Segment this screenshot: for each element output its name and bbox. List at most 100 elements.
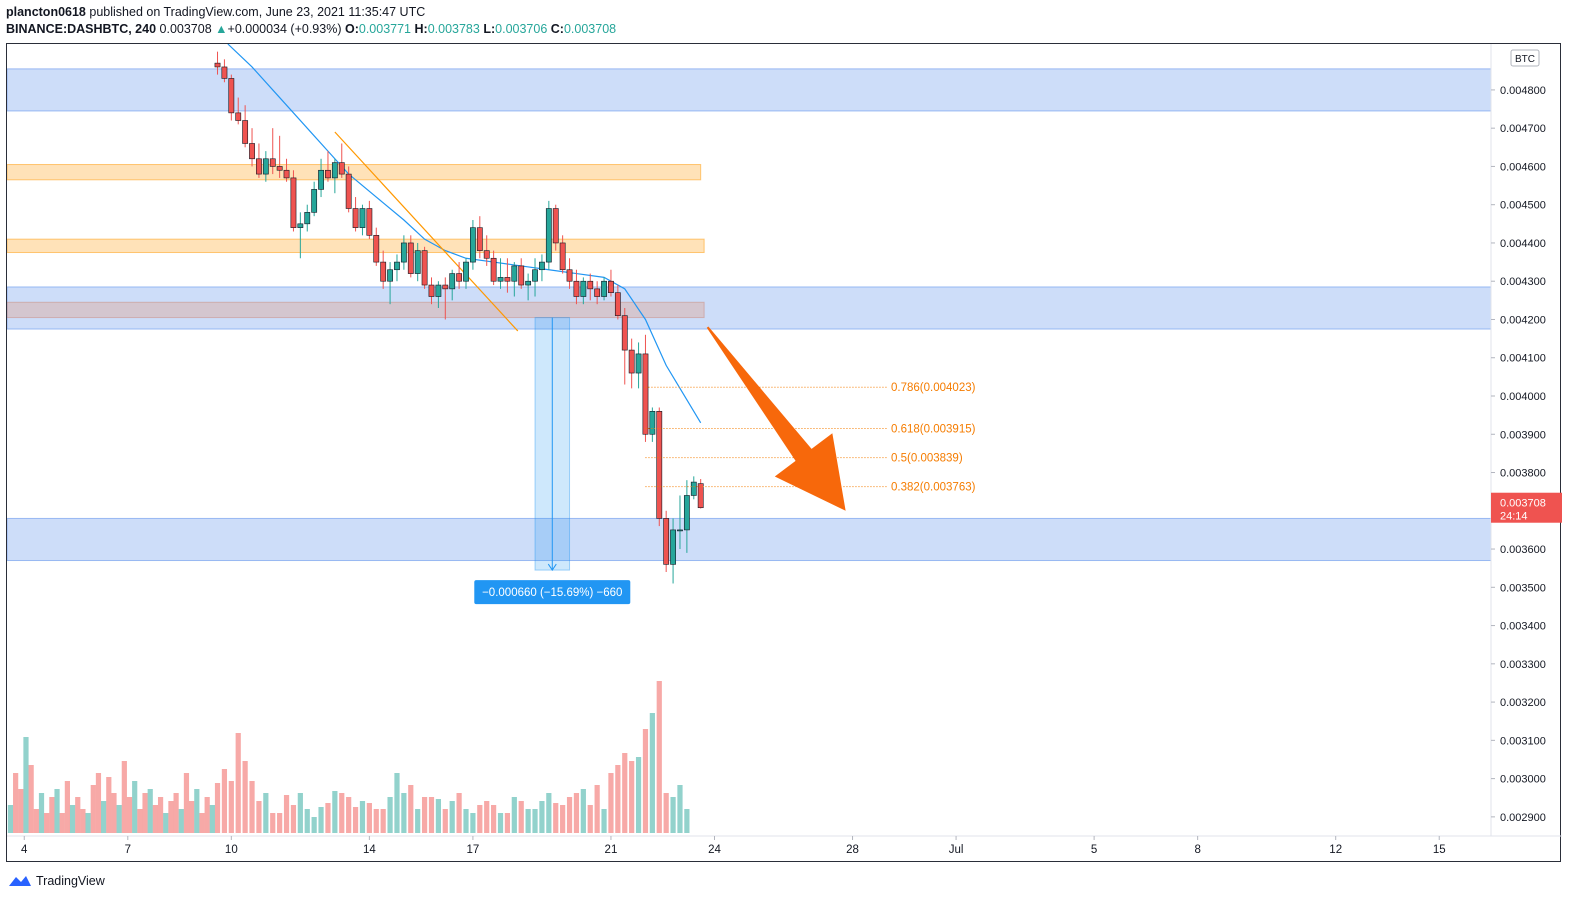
- candle-body: [380, 261, 387, 282]
- candle-body: [318, 169, 324, 190]
- candle-body: [221, 66, 228, 79]
- candle-body: [400, 242, 407, 263]
- time-tick-label: 12: [1329, 844, 1342, 856]
- volume-bar: [677, 785, 683, 833]
- tradingview-brand[interactable]: TradingView: [8, 874, 105, 888]
- volume-bar: [504, 813, 511, 833]
- candle-body: [573, 280, 580, 297]
- candle-body: [325, 169, 331, 179]
- volume-bar: [49, 797, 55, 833]
- candle-body: [614, 292, 621, 316]
- chart-frame[interactable]: −0.000660 (−15.69%) −660 0.786(0.004023) 0…: [6, 43, 1562, 863]
- candle-body: [504, 277, 511, 282]
- candle-body: [642, 353, 649, 435]
- volume-bar: [339, 793, 345, 833]
- volume-bar: [13, 773, 19, 833]
- zone-support-4: [7, 517, 1492, 562]
- candle-body: [683, 495, 690, 531]
- candle-body: [283, 169, 290, 179]
- low-value: 0.003706: [495, 22, 548, 36]
- volume-bar: [147, 789, 153, 833]
- volume-bar: [518, 801, 524, 833]
- price-chart[interactable]: −0.000660 (−15.69%) −660 0.786(0.004023) 0…: [7, 44, 1562, 863]
- currency-label: BTC: [1515, 54, 1535, 65]
- candle-body: [366, 208, 373, 236]
- volume-bar: [511, 797, 517, 833]
- time-tick-label: Jul: [949, 844, 964, 856]
- candle-body: [235, 112, 242, 121]
- high-value: 0.003783: [427, 22, 480, 36]
- volume-bar: [189, 801, 195, 833]
- volume-bar: [497, 813, 504, 833]
- candle-body: [256, 158, 262, 175]
- volume-bar: [663, 793, 669, 833]
- volume-bar: [249, 781, 255, 833]
- last-price: 0.003708: [159, 22, 212, 36]
- time-tick-label: 10: [225, 844, 238, 856]
- price-tick-label: 0.004800: [1500, 85, 1546, 97]
- published-text: published on TradingView.com, June 23, 2…: [89, 5, 426, 19]
- measure-label-bg: [474, 580, 631, 605]
- volume-bar: [332, 791, 338, 833]
- price-tick-label: 0.003000: [1500, 774, 1546, 786]
- candle-body: [497, 277, 504, 282]
- price-tick-label: 0.003800: [1500, 468, 1546, 480]
- price-tick-label: 0.004300: [1500, 276, 1546, 288]
- price-tick-label: 0.004200: [1500, 314, 1546, 326]
- volume-bar: [283, 795, 290, 833]
- time-tick-label: 21: [605, 844, 618, 856]
- candle-body: [290, 177, 297, 228]
- candle-body: [338, 162, 345, 175]
- price-tick-label: 0.004500: [1500, 200, 1546, 212]
- candle-body: [331, 162, 338, 179]
- candle-body: [552, 208, 559, 244]
- volume-bar: [270, 813, 276, 833]
- candle-body: [628, 349, 635, 374]
- volume-bar: [642, 729, 649, 833]
- volume-bar: [95, 773, 102, 833]
- price-tick-label: 0.003400: [1500, 621, 1546, 633]
- volume-bar: [54, 789, 60, 833]
- volume-bar: [670, 797, 676, 833]
- open-label: O:: [344, 22, 359, 36]
- candle-body: [490, 257, 497, 282]
- candle-body: [269, 158, 276, 167]
- last-price-tag: [1491, 492, 1562, 523]
- volume-bar: [157, 797, 164, 833]
- volume-bar: [183, 773, 190, 833]
- time-tick-label: 7: [125, 844, 131, 856]
- volume-bar: [456, 793, 462, 833]
- high-label: H:: [414, 22, 428, 36]
- candle-body: [407, 242, 414, 274]
- candle-body: [249, 143, 255, 160]
- price-tick-label: 0.003500: [1500, 582, 1546, 594]
- volume-bar: [629, 761, 635, 833]
- publisher-name[interactable]: plancton0618: [6, 5, 86, 19]
- volume-bar: [525, 809, 531, 833]
- volume-bar: [228, 781, 234, 833]
- candle-body: [594, 288, 601, 297]
- volume-bar: [204, 797, 210, 833]
- candle-body: [545, 208, 552, 263]
- zone-overlap: [7, 301, 705, 319]
- fib-level-label: 0.786(0.004023): [891, 382, 976, 394]
- last-price-label: 0.003708: [1500, 498, 1546, 510]
- volume-bar: [560, 805, 566, 833]
- candle-body: [428, 284, 435, 297]
- volume-bar: [656, 681, 662, 833]
- volume-bar: [622, 753, 628, 833]
- candle-body: [345, 173, 352, 209]
- volume-bar: [256, 801, 262, 833]
- brand-label: TradingView: [36, 874, 105, 888]
- candle-body: [601, 280, 607, 297]
- candle-body: [449, 273, 456, 290]
- volume-bar: [290, 805, 297, 833]
- volume-bar: [318, 807, 324, 833]
- measure-arrow-icon: [547, 563, 557, 571]
- candle-body: [649, 411, 656, 435]
- volume-bar: [359, 801, 366, 833]
- volume-bar: [394, 773, 400, 833]
- candle-body: [463, 261, 469, 282]
- volume-bar: [442, 809, 448, 833]
- volume-bar: [539, 801, 545, 833]
